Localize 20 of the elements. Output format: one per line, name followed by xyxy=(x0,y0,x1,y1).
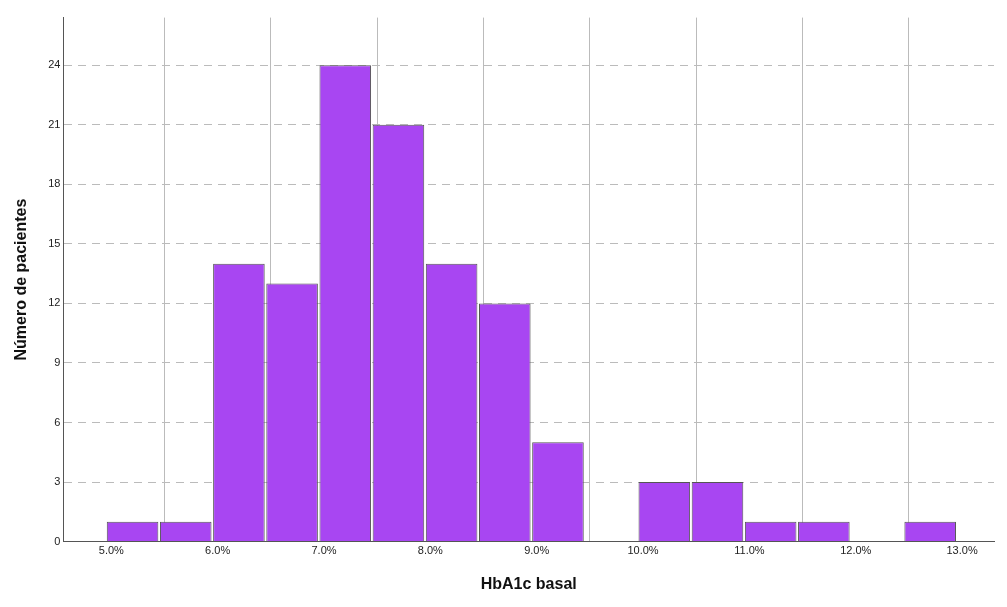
y-tick-label: 12 xyxy=(48,296,61,309)
x-tick-label: 6.0% xyxy=(205,544,231,557)
y-tick-label: 9 xyxy=(54,355,61,368)
y-tick-label: 15 xyxy=(48,236,61,249)
y-tick-label: 3 xyxy=(54,475,61,488)
x-tick-label: 11.0% xyxy=(734,544,765,557)
x-tick-label: 9.0% xyxy=(524,544,550,557)
y-tick-label: 0 xyxy=(54,534,61,547)
x-tick-label: 8.0% xyxy=(417,544,444,557)
y-tick-label: 24 xyxy=(48,58,61,71)
x-tick-label: 12.0% xyxy=(840,544,872,557)
x-tick-label: 13.0% xyxy=(946,544,978,557)
y-axis-title: Número de pacientes xyxy=(12,198,30,361)
y-tick-label: 18 xyxy=(48,177,61,190)
x-axis-title: HbA1c basal xyxy=(480,574,577,592)
x-tick-label: 5.0% xyxy=(98,544,125,557)
y-tick-label: 21 xyxy=(48,117,61,130)
x-tick-label: 10.0% xyxy=(627,544,659,557)
y-tick-label: 6 xyxy=(54,415,61,428)
x-tick-label: 7.0% xyxy=(311,544,337,557)
